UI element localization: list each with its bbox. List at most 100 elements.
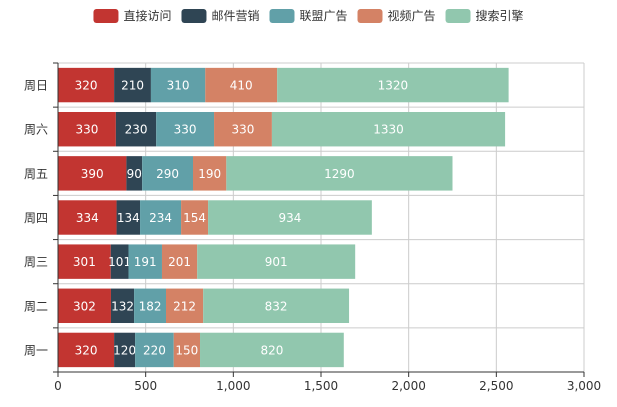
bar-segment[interactable] bbox=[58, 244, 111, 279]
bar-value-label: 182 bbox=[139, 299, 162, 313]
bar-segment[interactable] bbox=[277, 67, 509, 103]
bar-segment[interactable] bbox=[197, 244, 356, 279]
x-tick-label: 1,500 bbox=[304, 379, 338, 393]
bar-segment[interactable] bbox=[114, 332, 136, 368]
bar-segment[interactable] bbox=[115, 111, 157, 147]
bar-value-label: 320 bbox=[75, 79, 98, 93]
bar-segment[interactable] bbox=[58, 288, 111, 324]
x-tick-label: 3,000 bbox=[567, 379, 601, 393]
x-tick-label: 1,000 bbox=[216, 379, 250, 393]
bar-value-label: 310 bbox=[167, 79, 190, 93]
bar-value-label: 150 bbox=[175, 343, 198, 357]
x-tick-label: 0 bbox=[54, 379, 62, 393]
bar-segment[interactable] bbox=[135, 332, 174, 368]
bar-value-label: 390 bbox=[81, 167, 104, 181]
bar-segment[interactable] bbox=[142, 156, 194, 191]
legend-swatch bbox=[181, 9, 207, 23]
legend-item[interactable]: 直接访问 bbox=[93, 8, 171, 23]
bar-segment[interactable] bbox=[271, 111, 506, 147]
bar-value-label: 190 bbox=[198, 167, 221, 181]
bar-segment[interactable] bbox=[208, 200, 372, 235]
bar-value-label: 101 bbox=[108, 255, 131, 269]
bar-value-label: 1320 bbox=[378, 79, 409, 93]
bar-value-label: 132 bbox=[111, 299, 134, 313]
y-category-label: 周四 bbox=[24, 211, 48, 225]
legend-item[interactable]: 搜索引擎 bbox=[445, 8, 524, 23]
bar-value-label: 330 bbox=[174, 123, 197, 137]
bar-segment[interactable] bbox=[58, 332, 115, 368]
legend-label: 联盟广告 bbox=[299, 9, 347, 23]
legend-label: 视频广告 bbox=[388, 8, 436, 23]
bars: 320 120 220 150 820 302 132 182 212 832 301 101 191 2… bbox=[58, 67, 509, 368]
bar-value-label: 220 bbox=[143, 343, 166, 357]
bar-value-label: 120 bbox=[113, 343, 136, 357]
bar-segment[interactable] bbox=[110, 288, 135, 324]
bar-segment[interactable] bbox=[200, 332, 344, 368]
bar-segment[interactable] bbox=[58, 156, 127, 191]
y-category-label: 周六 bbox=[24, 123, 48, 137]
x-tick-label: 2,000 bbox=[391, 379, 425, 393]
bar-segment[interactable] bbox=[114, 67, 151, 103]
bar-segment[interactable] bbox=[128, 244, 162, 279]
bar-value-label: 154 bbox=[183, 211, 206, 225]
bar-value-label: 201 bbox=[168, 255, 191, 269]
bar-value-label: 320 bbox=[75, 343, 98, 357]
bar-segment[interactable] bbox=[126, 156, 143, 191]
y-category-label: 周五 bbox=[24, 167, 48, 181]
legend: 直接访问 邮件营销 联盟广告 视频广告 搜索引擎 bbox=[93, 8, 524, 23]
bar-value-label: 330 bbox=[232, 123, 255, 137]
bar-value-label: 234 bbox=[149, 211, 172, 225]
bar-segment[interactable] bbox=[140, 200, 182, 235]
bar-value-label: 934 bbox=[279, 211, 302, 225]
legend-item[interactable]: 邮件营销 bbox=[181, 9, 259, 23]
y-category-label: 周日 bbox=[24, 79, 48, 93]
bar-segment[interactable] bbox=[173, 332, 201, 368]
bar-value-label: 212 bbox=[173, 299, 196, 313]
legend-label: 搜索引擎 bbox=[476, 8, 524, 23]
bar-value-label: 290 bbox=[156, 167, 179, 181]
bar-value-label: 832 bbox=[265, 299, 288, 313]
bar-value-label: 820 bbox=[260, 343, 283, 357]
legend-swatch bbox=[445, 9, 471, 23]
bar-value-label: 90 bbox=[127, 167, 142, 181]
bar-segment[interactable] bbox=[166, 288, 204, 324]
bar-segment[interactable] bbox=[181, 200, 209, 235]
bar-value-label: 330 bbox=[75, 123, 98, 137]
bar-value-label: 191 bbox=[134, 255, 157, 269]
bar-segment[interactable] bbox=[193, 156, 227, 191]
x-tick-label: 500 bbox=[134, 379, 157, 393]
bar-segment[interactable] bbox=[110, 244, 129, 279]
bar-segment[interactable] bbox=[156, 111, 215, 147]
bar-segment[interactable] bbox=[150, 67, 206, 103]
bar-segment[interactable] bbox=[116, 200, 141, 235]
bar-value-label: 302 bbox=[73, 299, 96, 313]
legend-swatch bbox=[357, 9, 383, 23]
legend-item[interactable]: 视频广告 bbox=[357, 8, 436, 23]
grid bbox=[58, 62, 585, 372]
y-category-label: 周一 bbox=[24, 343, 48, 357]
bar-segment[interactable] bbox=[58, 111, 116, 147]
bar-segment[interactable] bbox=[161, 244, 198, 279]
legend-label: 邮件营销 bbox=[211, 9, 259, 23]
bar-segment[interactable] bbox=[214, 111, 272, 147]
bar-segment[interactable] bbox=[203, 288, 350, 324]
legend-label: 直接访问 bbox=[123, 8, 171, 23]
axes: 0 500 1,000 1,500 2,000 2,500 3,000 周一 周二 周三 周四 周五 周… bbox=[24, 62, 601, 393]
legend-swatch bbox=[269, 9, 295, 23]
y-category-label: 周二 bbox=[24, 299, 48, 313]
y-category-label: 周三 bbox=[24, 255, 48, 269]
bar-value-label: 1290 bbox=[324, 167, 355, 181]
bar-segment[interactable] bbox=[134, 288, 167, 324]
bar-value-label: 334 bbox=[76, 211, 99, 225]
legend-swatch bbox=[93, 9, 119, 23]
bar-segment[interactable] bbox=[58, 200, 117, 235]
bar-segment[interactable] bbox=[226, 156, 453, 191]
bar-value-label: 901 bbox=[265, 255, 288, 269]
legend-item[interactable]: 联盟广告 bbox=[269, 9, 348, 23]
x-tick-label: 2,500 bbox=[479, 379, 513, 393]
bar-segment[interactable] bbox=[58, 67, 115, 103]
bar-value-label: 134 bbox=[117, 211, 140, 225]
bar-segment[interactable] bbox=[205, 67, 278, 103]
